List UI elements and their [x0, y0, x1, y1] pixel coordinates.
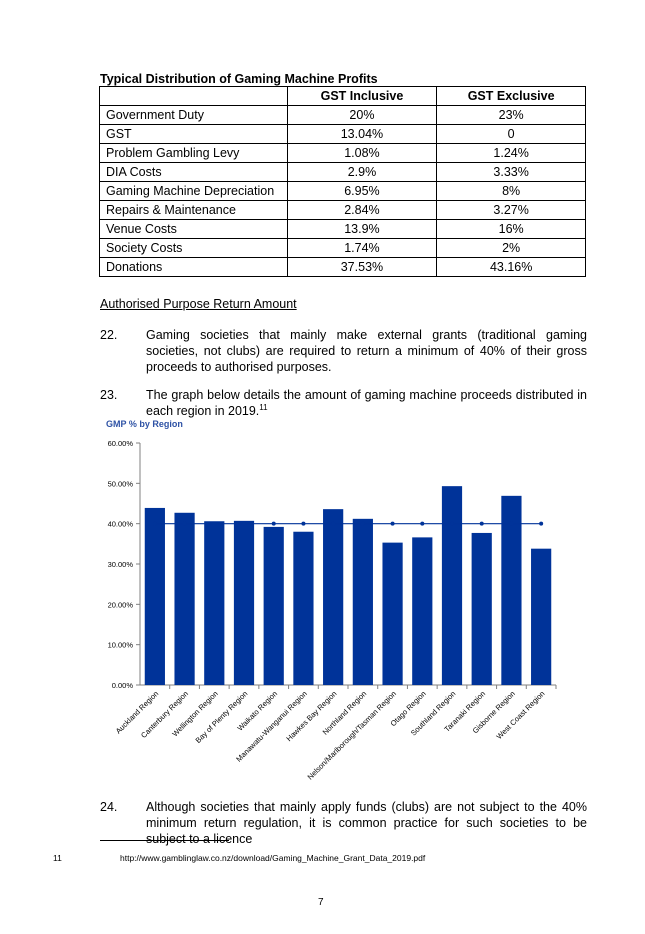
table-row: GST 13.04% 0 — [99, 124, 586, 144]
bar — [412, 537, 433, 685]
table-cell-value: 3.33% — [436, 162, 586, 182]
line-point — [182, 521, 187, 526]
bar — [174, 512, 195, 685]
y-tick-label: 60.00% — [108, 439, 134, 448]
bar — [293, 531, 314, 685]
x-tick-label: Hawkes Bay Region — [284, 689, 338, 743]
table-row: Donations 37.53% 43.16% — [99, 257, 586, 277]
table-cell-value: 23% — [436, 105, 586, 125]
line-point — [152, 521, 157, 526]
table-cell-value: 16% — [436, 219, 586, 239]
paragraph-number: 23. — [100, 388, 118, 402]
bar — [263, 526, 284, 685]
paragraph-22: 22. Gaming societies that mainly make ex… — [100, 327, 587, 375]
y-tick-label: 0.00% — [112, 681, 134, 690]
y-tick-label: 10.00% — [108, 641, 134, 650]
bar — [382, 542, 403, 685]
table-header-cell: GST Exclusive — [436, 86, 586, 106]
y-tick-label: 50.00% — [108, 479, 134, 488]
table-cell-value: 43.16% — [436, 257, 586, 277]
table-cell-value: 6.95% — [286, 181, 438, 201]
line-point — [271, 521, 276, 526]
line-point — [450, 521, 454, 526]
table-title: Typical Distribution of Gaming Machine P… — [100, 72, 378, 86]
table-row: Venue Costs 13.9% 16% — [99, 219, 586, 239]
bar — [233, 520, 255, 685]
line-point — [242, 521, 246, 526]
x-tick-label: Bay of Plenty Region — [194, 689, 250, 745]
bar — [204, 521, 225, 685]
table-cell-value: 1.74% — [286, 238, 438, 258]
y-tick-label: 40.00% — [108, 520, 134, 529]
bar — [144, 507, 165, 685]
table-row-label: Government Duty — [99, 105, 288, 125]
table-row-label: DIA Costs — [99, 162, 288, 182]
table-cell-value: 1.08% — [286, 143, 438, 163]
table-cell-value: 13.9% — [286, 219, 438, 239]
table-cell-value: 20% — [286, 105, 438, 125]
line-point — [360, 521, 365, 526]
table-row-label: Gaming Machine Depreciation — [99, 181, 288, 201]
y-tick-label: 20.00% — [108, 600, 134, 609]
line-point — [212, 521, 217, 526]
paragraph-24: 24. Although societies that mainly apply… — [100, 799, 587, 847]
table-cell-value: 1.24% — [436, 143, 586, 163]
table-row-label: Venue Costs — [99, 219, 288, 239]
line-point — [331, 521, 336, 526]
table-row: Gaming Machine Depreciation 6.95% 8% — [99, 181, 586, 201]
line-point — [301, 521, 306, 526]
line-point — [509, 521, 514, 526]
table-row-label: Society Costs — [99, 238, 288, 258]
section-heading: Authorised Purpose Return Amount — [100, 297, 297, 311]
table-cell-value: 3.27% — [436, 200, 586, 220]
table-header-cell: GST Inclusive — [286, 86, 438, 106]
table-row-label: Donations — [99, 257, 288, 277]
paragraph-text: Although societies that mainly apply fun… — [146, 800, 587, 846]
y-tick-label: 30.00% — [108, 560, 134, 569]
page-number: 7 — [318, 897, 324, 908]
bar — [323, 509, 344, 685]
table-row-label: Repairs & Maintenance — [99, 200, 288, 220]
table-cell-value: 2% — [436, 238, 586, 258]
bar — [531, 548, 552, 685]
table-row-label: Problem Gambling Levy — [99, 143, 288, 163]
bar — [441, 486, 463, 685]
table-cell-value: 2.84% — [286, 200, 438, 220]
footnote-ref[interactable]: 11 — [259, 403, 268, 412]
chart-title: GMP % by Region — [106, 419, 183, 429]
paragraph-text: Gaming societies that mainly make extern… — [146, 328, 587, 374]
table-row-label: GST — [99, 124, 288, 144]
paragraph-number: 24. — [100, 800, 118, 814]
bar — [501, 495, 522, 685]
table-cell-value: 8% — [436, 181, 586, 201]
bar — [471, 532, 492, 685]
paragraph-text-body: The graph below details the amount of ga… — [146, 388, 587, 418]
table-row: DIA Costs 2.9% 3.33% — [99, 162, 586, 182]
line-point — [420, 521, 425, 526]
line-point — [390, 521, 395, 526]
paragraph-number: 22. — [100, 328, 118, 342]
table-header-row: GST Inclusive GST Exclusive — [99, 86, 586, 106]
table-cell-value: 37.53% — [286, 257, 438, 277]
bar — [352, 518, 373, 685]
table-cell-value: 0 — [436, 124, 586, 144]
footnote-number: 11 — [53, 853, 62, 863]
paragraph-text: The graph below details the amount of ga… — [146, 387, 587, 419]
footnote-link[interactable]: http://www.gamblinglaw.co.nz/download/Ga… — [120, 853, 426, 863]
line-point — [539, 521, 544, 526]
table-header-cell — [99, 86, 288, 106]
table-row: Society Costs 1.74% 2% — [99, 238, 586, 258]
line-point — [479, 521, 484, 526]
distribution-table: GST Inclusive GST Exclusive Government D… — [99, 86, 586, 277]
table-cell-value: 2.9% — [286, 162, 438, 182]
table-cell-value: 13.04% — [286, 124, 438, 144]
paragraph-23: 23. The graph below details the amount o… — [100, 387, 587, 419]
gmp-bar-chart: 0.00% 10.00% 20.00% 30.00% 40.00% 50.00% 60.00… — [108, 439, 557, 781]
table-row: Problem Gambling Levy 1.08% 1.24% — [99, 143, 586, 163]
table-row: Government Duty 20% 23% — [99, 105, 586, 125]
footnote-divider — [100, 840, 229, 841]
table-row: Repairs & Maintenance 2.84% 3.27% — [99, 200, 586, 220]
